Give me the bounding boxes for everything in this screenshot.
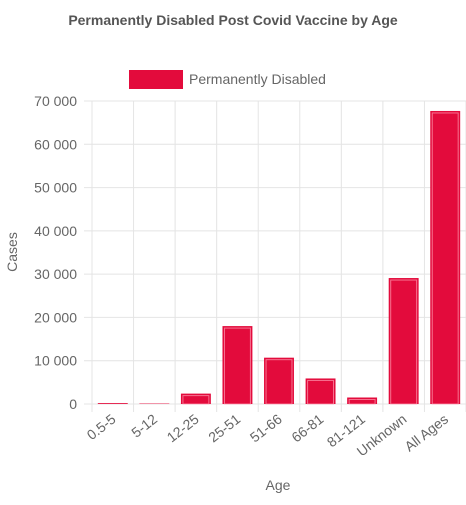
legend[interactable]: Permanently Disabled [129, 70, 326, 89]
bar[interactable] [430, 111, 460, 404]
y-axis-ticks: 0 10 000 20 000 30 000 40 000 50 000 60 000 70 … [34, 93, 77, 412]
y-tick-label: 30 000 [34, 266, 77, 282]
bar[interactable] [181, 394, 211, 404]
bar[interactable] [306, 378, 336, 404]
bar[interactable] [347, 398, 377, 404]
y-tick-label: 50 000 [34, 180, 77, 196]
bar-fill [347, 398, 377, 404]
x-tick-label: 0.5-5 [84, 411, 119, 443]
x-tick-label: All Ages [401, 411, 451, 455]
bar-fill [389, 278, 419, 404]
y-axis-label: Cases [4, 232, 20, 272]
bar[interactable] [389, 278, 419, 404]
x-tick-label: 5-12 [128, 411, 160, 441]
y-tick-label: 20 000 [34, 309, 77, 325]
bar-fill [430, 111, 460, 404]
bar-fill [98, 403, 128, 404]
x-tick-label: 25-51 [205, 411, 243, 446]
y-tick-label: 10 000 [34, 353, 77, 369]
bar-fill [264, 358, 294, 404]
y-tick-label: 60 000 [34, 136, 77, 152]
x-tick-label: 51-66 [247, 411, 285, 446]
chart-title: Permanently Disabled Post Covid Vaccine … [68, 12, 398, 28]
bar[interactable] [222, 326, 252, 404]
x-axis-label: Age [266, 477, 291, 493]
bar-fill [222, 326, 252, 404]
bar-fill [306, 378, 336, 404]
y-tick-label: 0 [69, 396, 77, 412]
bar[interactable] [264, 358, 294, 404]
bars [98, 111, 460, 404]
legend-label: Permanently Disabled [189, 71, 326, 87]
y-tick-label: 70 000 [34, 93, 77, 109]
y-tick-label: 40 000 [34, 223, 77, 239]
x-tick-label: 12-25 [164, 411, 202, 446]
legend-swatch [129, 70, 183, 89]
bar[interactable] [98, 403, 128, 404]
x-tick-label: 66-81 [288, 411, 326, 446]
